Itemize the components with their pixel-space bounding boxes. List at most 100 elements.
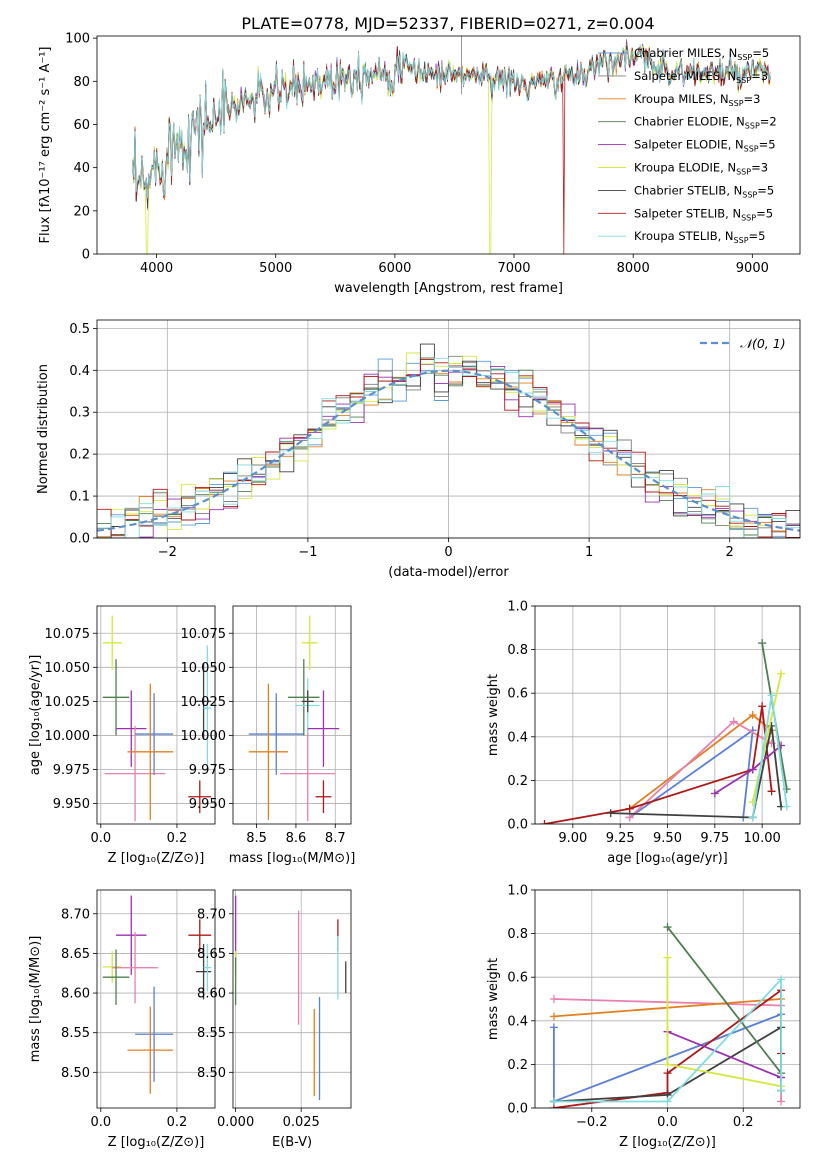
axes-border: [96, 605, 216, 825]
y-tick-label: 10.000: [181, 729, 227, 744]
axes-border: [232, 889, 352, 1109]
axes-frame: −2 −1 0 1 2 0.0 0.1 0.2 0.3 0.4 0.5 (data-model)/er…: [36, 319, 801, 580]
mass-weight-marker: [758, 639, 767, 648]
x-tick-label: 5000: [259, 261, 292, 276]
x-tick-label: 9.00: [558, 831, 587, 846]
mass-weight-line: [667, 1030, 782, 1079]
axes-massweight-vs-Z: −0.2 0.0 0.2 0.0 0.2 0.4 0.6 0.8 1.0 Z [log₁₀(Z/Z…: [486, 884, 801, 1150]
mass-weight-marker: [663, 923, 672, 932]
legend-label: Chabrier MILES, NSSP=5: [634, 46, 769, 62]
mass-weight-marker: [606, 809, 615, 818]
plot-area: [233, 890, 351, 1108]
x-tick-label: 0.0: [657, 1115, 678, 1130]
mass-weight-marker: [748, 813, 757, 822]
x-tick-label: 1: [585, 545, 593, 560]
y-tick-label: 0.3: [69, 406, 90, 421]
x-tick-label: 0.0: [90, 1115, 111, 1130]
y-tick-label: 0: [82, 248, 90, 263]
x-axis-label: Z [log₁₀(Z/Z⊙)]: [108, 851, 205, 866]
x-tick-label: 0: [444, 545, 452, 560]
error-bar-point: [127, 683, 174, 820]
error-bar-point: [112, 932, 158, 1004]
plot-content: [549, 923, 786, 1108]
y-tick-label: 10.025: [181, 695, 227, 710]
y-tick-label: 20: [73, 204, 90, 219]
axes-residuals: −2 −1 0 1 2 0.0 0.1 0.2 0.3 0.4 0.5 (data-model)/er…: [36, 319, 801, 580]
y-tick-label: 0.2: [507, 1058, 528, 1073]
x-tick-label: 6000: [378, 261, 411, 276]
y-tick-label: 9.975: [189, 763, 226, 778]
y-tick-label: 8.70: [61, 907, 90, 922]
axes-frame: 0.0 0.2 8.50 8.55 8.60 8.65 8.70 Z [log₁₀(Z/Z⊙)…: [28, 889, 216, 1150]
mass-weight-marker: [625, 813, 634, 822]
y-tick-label: 0.8: [507, 927, 528, 942]
axes-border: [96, 35, 801, 255]
error-bar-point: [248, 693, 304, 775]
plot-content: [234, 895, 347, 1101]
x-tick-label: 9.50: [653, 831, 682, 846]
mass-weight-marker: [663, 1060, 672, 1069]
histogram-step: [97, 357, 800, 538]
x-tick-label: 8000: [617, 261, 650, 276]
x-tick-label: 9000: [736, 261, 769, 276]
axes-massweight-vs-age: 9.00 9.25 9.50 9.75 10.00 0.0 0.2 0.4 0.6 0.8 1.0 a…: [486, 600, 801, 866]
error-bar-point: [102, 615, 122, 671]
mass-weight-marker: [549, 1012, 558, 1021]
y-axis-label: Normed distribution: [36, 364, 51, 494]
histogram-step: [97, 363, 800, 538]
plot-content: [97, 343, 800, 538]
y-tick-label: 100: [65, 32, 90, 47]
axes-frame: 9.00 9.25 9.50 9.75 10.00 0.0 0.2 0.4 0.6 0.8 1.0 a…: [486, 600, 801, 866]
x-tick-label: 8.5: [246, 831, 267, 846]
axes-frame: 4000 5000 6000 7000 8000 9000 0 20 40 60 80 100 wave…: [38, 32, 801, 296]
y-tick-label: 8.60: [197, 987, 226, 1002]
spectrum-legend: Chabrier MILES, NSSP=5 Salpeter MILES, NS…: [598, 46, 777, 245]
x-tick-label: −1: [298, 545, 317, 560]
error-bar-point: [116, 690, 147, 767]
error-bar-point: [188, 780, 212, 814]
y-tick-label: 10.050: [181, 661, 227, 676]
y-tick-label: 8.70: [197, 907, 226, 922]
y-tick-label: 0.0: [69, 532, 90, 547]
y-tick-label: 0.1: [69, 490, 90, 505]
y-tick-label: 0.4: [507, 730, 528, 745]
mass-weight-marker: [748, 711, 757, 719]
y-tick-label: 10.075: [181, 627, 227, 642]
y-tick-label: 10.025: [45, 695, 91, 710]
y-tick-label: 8.55: [61, 1026, 90, 1041]
mass-weight-marker: [767, 787, 776, 796]
y-tick-label: 0.8: [507, 643, 528, 658]
mass-weight-marker: [782, 802, 791, 811]
y-tick-label: 10.050: [45, 661, 91, 676]
y-tick-label: 8.65: [197, 947, 226, 962]
plot-area: [233, 606, 351, 824]
error-bar-point: [102, 949, 130, 1005]
y-tick-label: 0.2: [507, 774, 528, 789]
error-bar-point: [135, 693, 174, 775]
mass-weight-marker: [710, 789, 719, 798]
legend-label: Kroupa STELIB, NSSP=5: [634, 229, 765, 245]
axes-age-vs-Z: 0.0 0.2 9.950 9.975 10.000 10.025 10.050 10.075…: [28, 605, 216, 866]
x-axis-label: Z [log₁₀(Z/Z⊙)]: [108, 1135, 205, 1150]
x-axis-label: wavelength [Angstrom, rest frame]: [334, 281, 563, 296]
mass-weight-line: [751, 673, 782, 803]
error-bar-point: [288, 659, 320, 736]
y-tick-label: 0.0: [507, 818, 528, 833]
legend-label: Salpeter ELODIE, NSSP=5: [634, 138, 776, 154]
y-tick-label: 8.65: [61, 947, 90, 962]
x-tick-label: 0.025: [283, 1115, 320, 1130]
y-tick-label: 0.5: [69, 322, 90, 337]
mass-weight-line: [666, 926, 782, 1074]
y-tick-label: 0.2: [69, 448, 90, 463]
normal-curve: [97, 369, 800, 532]
error-bar-point: [102, 659, 130, 736]
y-axis-label: mass [log₁₀(M/M⊙)]: [28, 936, 43, 1063]
plot-content: [540, 639, 791, 824]
normal-legend-label: 𝒩(0, 1): [740, 336, 786, 351]
mass-weight-marker: [663, 1097, 672, 1106]
x-tick-label: 2: [726, 545, 734, 560]
axes-mass-vs-EBV: 0.000 0.025 8.50 8.55 8.60 8.65 8.70 E(B-V): [197, 889, 352, 1150]
error-bar-point: [203, 943, 212, 992]
error-bar-point: [301, 690, 314, 713]
